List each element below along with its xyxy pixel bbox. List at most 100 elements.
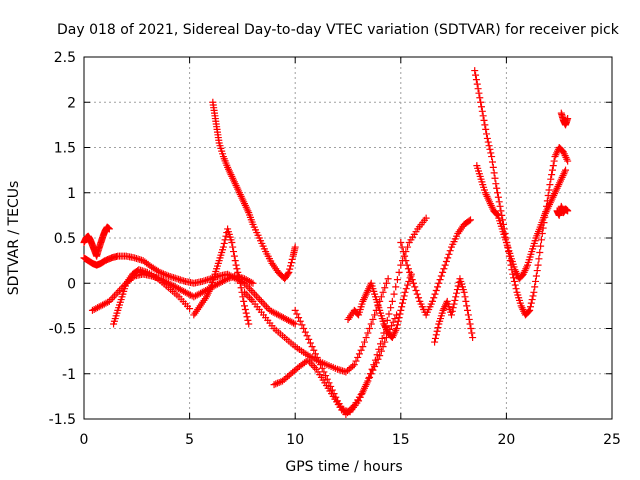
data-point	[449, 304, 457, 312]
data-point	[408, 276, 416, 284]
data-point	[372, 359, 380, 367]
data-point	[357, 346, 365, 354]
y-tick-label: 2	[67, 95, 76, 111]
data-point	[240, 297, 248, 305]
data-point	[221, 236, 229, 244]
data-point	[293, 310, 301, 318]
data-point	[249, 279, 257, 287]
data-point	[309, 362, 317, 370]
data-point	[397, 239, 405, 247]
data-point	[472, 76, 480, 84]
data-point	[477, 98, 485, 106]
data-point	[471, 67, 479, 75]
data-point	[461, 293, 469, 301]
data-point	[163, 271, 171, 279]
data-point	[287, 259, 295, 267]
data-point	[379, 288, 387, 296]
data-point	[291, 243, 299, 251]
data-point	[467, 325, 475, 332]
data-point	[484, 138, 492, 146]
data-point	[549, 162, 557, 170]
grid	[84, 57, 612, 419]
data-point	[237, 284, 245, 292]
data-point	[548, 171, 556, 179]
data-point	[476, 94, 484, 102]
y-tick-label: -1.5	[49, 412, 76, 428]
data-point	[244, 283, 252, 291]
data-point	[242, 309, 250, 317]
data-point	[402, 285, 410, 293]
data-point	[437, 272, 445, 280]
data-point	[362, 334, 370, 342]
data-point	[451, 296, 459, 304]
data-point	[158, 269, 166, 277]
data-point	[475, 89, 483, 97]
data-point	[229, 243, 237, 251]
y-tick-label: 1	[67, 186, 76, 202]
data-point	[220, 239, 228, 247]
data-point	[367, 370, 375, 378]
data-point	[564, 115, 572, 123]
data-point	[296, 317, 304, 325]
data-point	[448, 307, 456, 315]
data-point	[452, 293, 460, 301]
data-point	[251, 290, 259, 298]
data-point	[159, 270, 167, 278]
data-point	[464, 306, 472, 314]
data-point	[403, 261, 411, 269]
data-point	[376, 352, 384, 360]
data-point	[285, 268, 293, 276]
y-tick-label: -1	[62, 367, 76, 383]
data-point	[491, 174, 499, 182]
data-point	[564, 157, 572, 165]
data-point	[246, 285, 254, 293]
data-point	[287, 262, 295, 270]
data-point	[398, 303, 406, 311]
data-point	[161, 271, 169, 279]
y-tick-label: 2.5	[54, 50, 76, 66]
data-point	[537, 236, 545, 244]
data-point	[510, 274, 518, 282]
data-point	[488, 158, 496, 166]
data-point	[385, 310, 393, 318]
data-point	[460, 288, 468, 296]
data-point	[241, 305, 249, 313]
y-tick-label: 0	[67, 276, 76, 292]
data-point	[322, 372, 330, 380]
data-point	[536, 248, 544, 256]
data-point	[109, 294, 117, 302]
data-point	[236, 279, 244, 287]
data-point	[436, 276, 444, 284]
data-point	[247, 296, 255, 304]
data-point	[564, 207, 572, 215]
data-point	[359, 388, 367, 396]
data-point	[486, 145, 494, 153]
data-point	[362, 381, 370, 389]
data-point	[332, 393, 340, 401]
data-point	[548, 166, 556, 174]
data-point	[399, 248, 407, 256]
data-point	[288, 255, 296, 263]
x-tick-label: 5	[185, 432, 194, 448]
data-point	[401, 288, 409, 296]
x-tick-label: 15	[392, 432, 410, 448]
data-point	[230, 252, 238, 260]
data-point	[234, 268, 242, 276]
data-point	[464, 311, 472, 319]
data-point	[371, 311, 379, 319]
data-point	[398, 299, 406, 307]
data-point	[186, 305, 194, 313]
y-axis-label: SDTVAR / TECUs	[6, 181, 22, 296]
data-point	[499, 216, 507, 224]
data-point	[243, 313, 251, 321]
data-point	[310, 346, 318, 354]
data-point	[284, 270, 292, 278]
data-point	[528, 296, 536, 304]
y-tick-label: 1.5	[54, 141, 76, 157]
data-point	[301, 328, 309, 336]
data-point	[537, 242, 545, 250]
data-point	[511, 281, 519, 289]
data-point	[432, 286, 440, 294]
data-point	[244, 292, 252, 300]
data-point	[231, 257, 239, 265]
